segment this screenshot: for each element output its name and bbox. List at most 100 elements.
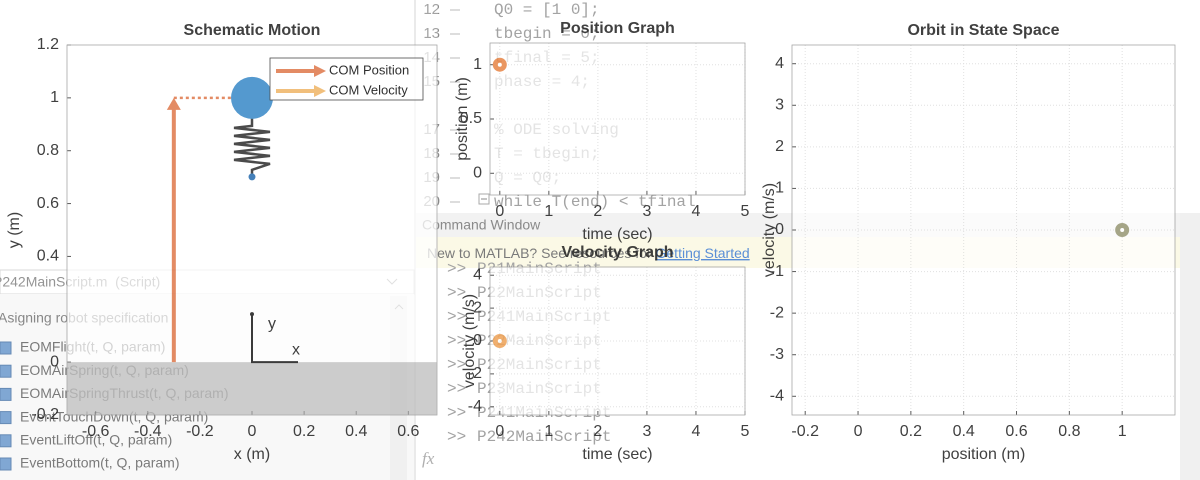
body [231,76,273,119]
foot [248,173,256,181]
y-tick-label: 1 [50,89,59,106]
y-tick-label: -2 [468,365,482,382]
axes-title: Velocity Graph [561,244,673,261]
y-tick-label: 2 [775,138,784,155]
frame-label-x: x [292,341,300,358]
ground [67,362,437,415]
spring [233,117,271,177]
axes-box [791,44,1176,416]
x-tick-label: 0.8 [1058,423,1080,440]
x-tick-label: -0.6 [82,423,110,440]
x-axis-label: position (m) [942,446,1026,463]
prompt: >> [447,428,466,446]
x-tick-label: 4 [692,423,701,440]
line-number: 12 [423,1,440,18]
scroll-area [1180,213,1200,480]
x-tick-label: 4 [692,203,701,220]
y-tick-label: 0 [473,165,482,182]
y-tick-label: 0.8 [37,142,59,159]
frame-label-y: y [268,315,276,332]
axes-title: Position Graph [560,20,675,37]
function-entry[interactable]: EventBottom(t, Q, param) [20,455,180,471]
command-window-title: Command Window [422,217,541,233]
x-tick-label: -0.2 [186,423,214,440]
x-tick-label: 0.4 [345,423,367,440]
x-tick-label: 0.4 [953,423,975,440]
legend-arrow-head [314,85,326,97]
arrow-head [166,97,181,110]
fx-icon: fx [422,449,435,468]
x-tick-label: 0 [495,423,504,440]
y-axis-label: velocity (m/s) [761,183,778,277]
y-tick-label: 3 [775,96,784,113]
x-tick-label: 0 [248,423,257,440]
notice-link[interactable]: Getting Started [656,245,750,261]
axes-box [489,42,746,196]
function-icon [0,457,12,471]
state-point-center [497,62,502,67]
x-tick-label: 0 [495,203,504,220]
legend-label: COM Velocity [329,82,408,97]
x-tick-label: -0.4 [134,423,162,440]
history-entry[interactable]: P242MainScript [477,428,611,446]
x-axis-label: time (sec) [582,446,652,463]
function-icon [0,411,12,425]
x-tick-label: 0.6 [1005,423,1027,440]
notice-text: New to MATLAB? See resources for [427,245,656,261]
x-tick-label: 2 [593,423,602,440]
axes-title: Orbit in State Space [907,22,1059,39]
function-icon [0,387,12,401]
function-icon [0,364,12,378]
y-tick-label: 4 [473,266,482,283]
line-number: 13 [423,25,440,42]
y-tick-label: -1 [770,263,784,280]
x-tick-label: 2 [593,203,602,220]
x-tick-label: 3 [642,423,651,440]
y-tick-label: 2 [473,299,482,316]
y-tick-label: 0 [473,332,482,349]
function-icon [0,341,12,355]
x-axis-label: time (sec) [582,226,652,243]
y-tick-label: -0.2 [31,406,59,423]
prompt: >> [447,380,466,398]
function-entry[interactable]: EventLiftOff(t, Q, param) [20,432,172,448]
legend-label: COM Position [329,62,409,77]
x-tick-label: 0.6 [397,423,419,440]
y-axis-label: velocity (m/s) [461,294,478,388]
y-tick-label: -2 [770,304,784,321]
axes-box [489,266,746,416]
axes-title: Schematic Motion [184,22,321,39]
x-tick-label: 3 [642,203,651,220]
function-icon [0,434,12,448]
frame-axes [251,314,298,364]
y-tick-label: 0.4 [37,248,59,265]
x-axis-label: x (m) [234,446,270,463]
x-tick-label: 1 [544,423,553,440]
x-tick-label: 1 [1118,423,1127,440]
state-point-center [1120,228,1125,232]
y-axis-label: y (m) [6,212,23,248]
y-tick-label: 0 [775,221,784,238]
prompt: >> [447,260,466,278]
code-line: while T(end) < tfinal [494,193,696,211]
y-tick-label: 0.6 [37,195,59,212]
y-tick-label: -4 [468,398,482,415]
x-tick-label: 1 [544,203,553,220]
prompt: >> [447,356,466,374]
prompt: >> [447,284,466,302]
y-tick-label: 4 [775,55,784,72]
x-tick-label: 5 [741,203,750,220]
x-tick-label: -0.2 [791,423,819,440]
y-tick-label: -4 [770,388,784,405]
y-tick-label: -3 [770,346,784,363]
prompt: >> [447,404,466,422]
x-tick-label: 0.2 [293,423,315,440]
notice: New to MATLAB? See resources for Getting… [427,245,750,261]
x-tick-label: 0.2 [900,423,922,440]
code-line: Q0 = [1 0]; [494,1,600,19]
x-tick-label: 5 [741,423,750,440]
y-tick-label: 0 [50,353,59,370]
y-tick-label: 1 [775,180,784,197]
